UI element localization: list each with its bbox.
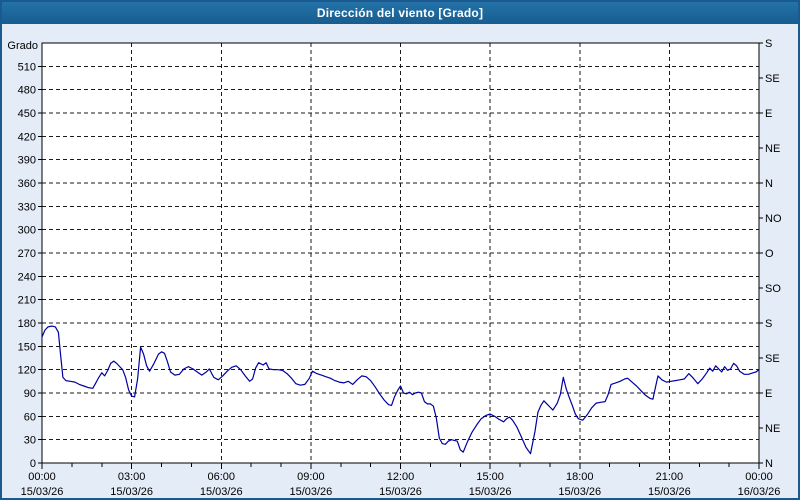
y-tick-label: 120 xyxy=(18,365,36,377)
y-tick-label: 30 xyxy=(24,435,36,447)
x-tick-date: 15/03/26 xyxy=(110,486,153,498)
y2-tick-label: E xyxy=(765,108,772,120)
x-tick-date: 15/03/26 xyxy=(469,486,512,498)
y2-tick-label: NE xyxy=(765,423,780,435)
y2-tick-label: SO xyxy=(765,283,781,295)
y2-tick-label: NE xyxy=(765,143,780,155)
x-tick-date: 15/03/26 xyxy=(200,486,243,498)
y-tick-label: 0 xyxy=(30,458,36,470)
y-tick-label: 60 xyxy=(24,411,36,423)
y2-tick-label: E xyxy=(765,388,772,400)
y-tick-label: 360 xyxy=(18,178,36,190)
x-tick-time: 21:00 xyxy=(656,471,684,483)
x-tick-date: 15/03/26 xyxy=(289,486,332,498)
y2-tick-label: S xyxy=(765,38,772,50)
chart-title: Dirección del viento [Grado] xyxy=(316,6,484,20)
y-tick-label: 180 xyxy=(18,318,36,330)
y-tick-label: 240 xyxy=(18,271,36,283)
y-tick-label: 390 xyxy=(18,155,36,167)
y-tick-label: 330 xyxy=(18,201,36,213)
y2-tick-label: S xyxy=(765,318,772,330)
title-bar: Dirección del viento [Grado] xyxy=(2,2,798,24)
y-tick-label: 90 xyxy=(24,388,36,400)
y2-tick-label: SE xyxy=(765,73,780,85)
y-tick-label: 420 xyxy=(18,131,36,143)
y2-tick-label: N xyxy=(765,178,773,190)
y2-tick-label: O xyxy=(765,248,774,260)
x-tick-time: 03:00 xyxy=(118,471,146,483)
x-tick-date: 15/03/26 xyxy=(379,486,422,498)
y-tick-label: 480 xyxy=(18,85,36,97)
x-tick-time: 09:00 xyxy=(297,471,325,483)
x-tick-time: 00:00 xyxy=(28,471,56,483)
x-tick-date: 15/03/26 xyxy=(558,486,601,498)
y-tick-label: 150 xyxy=(18,341,36,353)
y2-tick-label: N xyxy=(765,458,773,470)
x-tick-date: 16/03/26 xyxy=(738,486,781,498)
y-tick-label: 210 xyxy=(18,295,36,307)
x-tick-time: 12:00 xyxy=(387,471,415,483)
x-tick-date: 15/03/26 xyxy=(21,486,64,498)
x-tick-time: 00:00 xyxy=(745,471,773,483)
y2-tick-label: NO xyxy=(765,213,782,225)
y-tick-label: 510 xyxy=(18,61,36,73)
x-tick-date: 15/03/26 xyxy=(648,486,691,498)
x-tick-time: 15:00 xyxy=(476,471,504,483)
y-tick-label: 450 xyxy=(18,108,36,120)
x-tick-time: 06:00 xyxy=(207,471,235,483)
y-tick-label: 270 xyxy=(18,248,36,260)
y2-tick-label: SE xyxy=(765,353,780,365)
wind-direction-line xyxy=(41,325,760,455)
x-tick-time: 18:00 xyxy=(566,471,594,483)
y-tick-label: 300 xyxy=(18,225,36,237)
y-axis-title: Grado xyxy=(7,40,38,52)
